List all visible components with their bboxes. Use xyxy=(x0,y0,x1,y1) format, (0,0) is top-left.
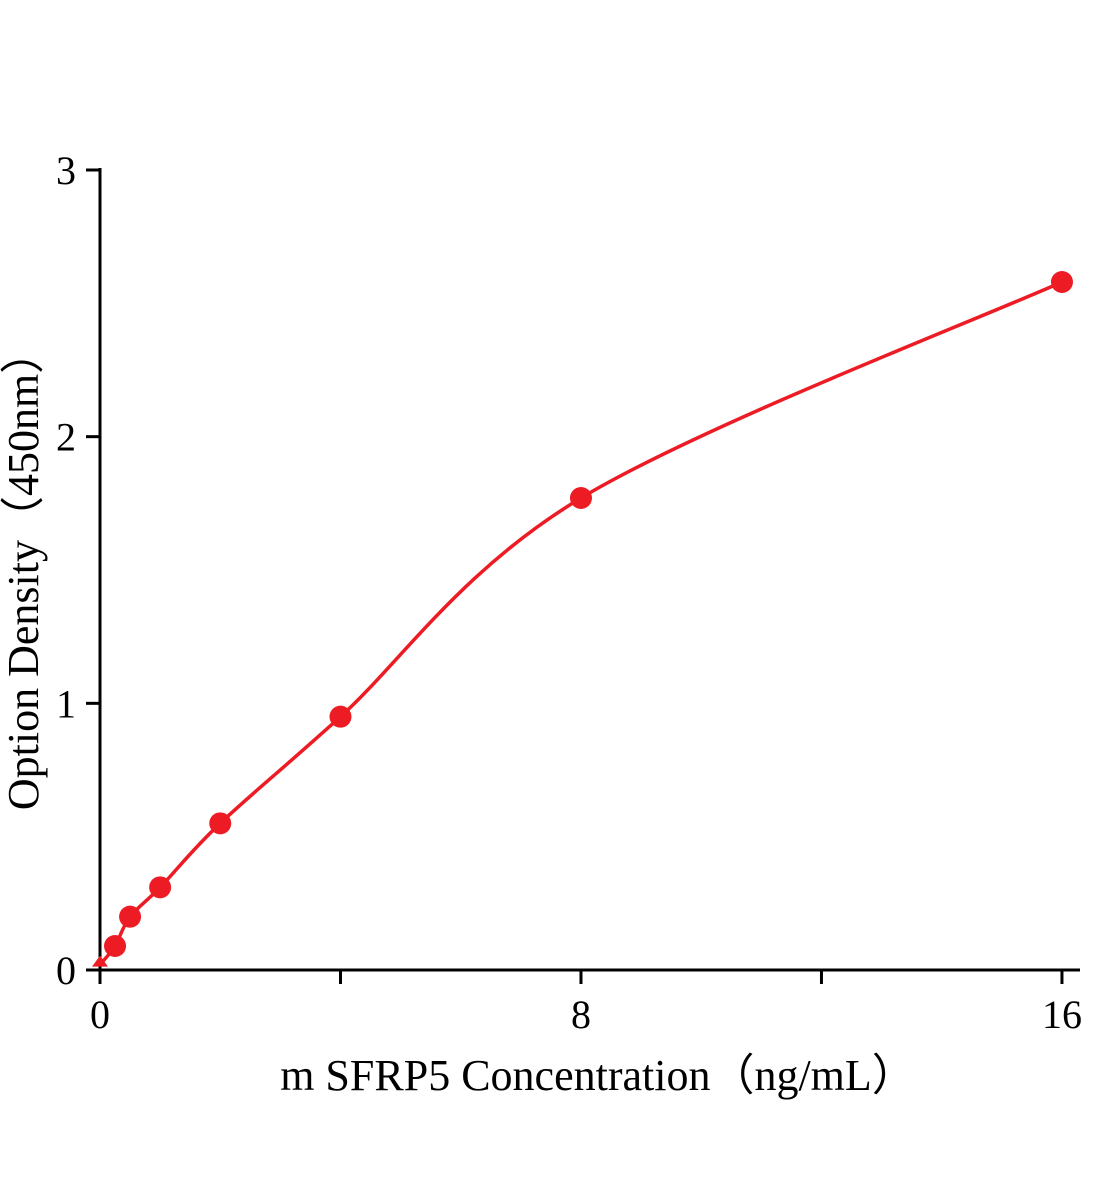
data-point xyxy=(209,812,232,835)
y-tick-label: 2 xyxy=(56,415,76,460)
plot-generated: 0 8 16 0 1 2 3 xyxy=(56,148,1082,1037)
y-axis-label: Option Density（450nm） xyxy=(0,330,48,810)
data-point-origin xyxy=(92,955,108,967)
data-point xyxy=(1050,271,1073,293)
fit-curve xyxy=(98,280,1064,967)
data-point xyxy=(119,905,142,928)
x-tick-label: 8 xyxy=(571,992,591,1037)
y-tick-label: 1 xyxy=(56,681,76,726)
data-point xyxy=(569,487,592,509)
y-tick-label: 0 xyxy=(56,948,76,993)
x-axis-label: m SFRP5 Concentration（ng/mL） xyxy=(280,1051,916,1100)
x-tick-label: 16 xyxy=(1042,992,1082,1037)
data-point xyxy=(149,876,172,899)
y-tick-label: 3 xyxy=(56,148,76,193)
data-point xyxy=(329,705,352,728)
data-point xyxy=(104,935,127,957)
x-tick-label: 0 xyxy=(90,992,110,1037)
